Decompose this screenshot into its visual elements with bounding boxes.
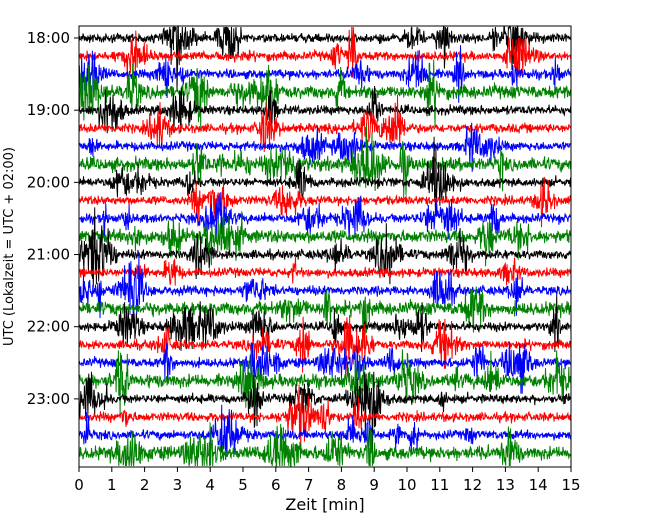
y-tick-label: 21:00 xyxy=(27,246,70,264)
seismogram-trace xyxy=(78,314,572,379)
x-tick-label: 13 xyxy=(496,476,515,494)
y-axis-label: UTC (Lokalzeit = UTC + 02:00) xyxy=(2,147,17,346)
seismogram-trace xyxy=(78,45,572,103)
y-tick-label: 22:00 xyxy=(27,318,70,336)
x-tick-label: 8 xyxy=(337,476,347,494)
x-tick-label: 14 xyxy=(529,476,548,494)
seismogram-trace xyxy=(78,122,572,172)
seismogram-trace xyxy=(78,176,572,228)
seismogram-trace xyxy=(78,404,572,460)
x-tick-label: 10 xyxy=(397,476,416,494)
seismogram-trace xyxy=(78,136,572,216)
x-tick-label: 5 xyxy=(238,476,248,494)
x-tick-label: 9 xyxy=(369,476,379,494)
seismogram-trace xyxy=(78,341,572,394)
y-tick-label: 18:00 xyxy=(27,29,70,47)
x-tick-label: 1 xyxy=(107,476,117,494)
x-tick-label: 12 xyxy=(463,476,482,494)
seismogram-trace xyxy=(78,348,572,415)
trace-group xyxy=(78,26,572,467)
x-tick-label: 3 xyxy=(173,476,183,494)
seismogram-trace xyxy=(78,257,572,286)
y-axis: 18:00 19:00 20:00 21:00 22:00 23:00 xyxy=(27,29,79,408)
plot-frame xyxy=(78,25,572,468)
seismogram-trace xyxy=(78,211,572,267)
seismogram-trace xyxy=(78,252,572,328)
seismogram-trace xyxy=(78,59,572,130)
x-tick-label: 15 xyxy=(561,476,580,494)
seismogram-trace xyxy=(78,422,572,467)
seismogram-trace xyxy=(78,192,572,242)
y-tick-label: 23:00 xyxy=(27,390,70,408)
x-tick-label: 7 xyxy=(304,476,314,494)
seismogram-trace xyxy=(78,286,572,350)
y-tick-label: 19:00 xyxy=(27,101,70,119)
seismogram-trace xyxy=(78,26,572,79)
seismogram-trace xyxy=(78,85,572,134)
seismogram-trace xyxy=(78,124,572,198)
x-tick-label: 0 xyxy=(74,476,84,494)
x-tick-label: 2 xyxy=(140,476,150,494)
seismogram-trace xyxy=(78,371,572,463)
x-tick-label: 6 xyxy=(271,476,281,494)
seismogram-trace xyxy=(78,94,572,153)
seismogram-trace xyxy=(78,384,572,447)
seismogram-trace xyxy=(78,26,572,91)
seismogram-trace xyxy=(78,207,572,288)
seismogram-trace xyxy=(78,294,572,355)
x-axis-label: Zeit [min] xyxy=(285,495,364,514)
x-tick-label: 11 xyxy=(430,476,449,494)
x-axis: 0 1 2 3 4 5 6 7 8 9 10 11 12 13 14 15 xyxy=(74,467,581,494)
y-tick-label: 20:00 xyxy=(27,173,70,191)
x-tick-label: 4 xyxy=(205,476,215,494)
